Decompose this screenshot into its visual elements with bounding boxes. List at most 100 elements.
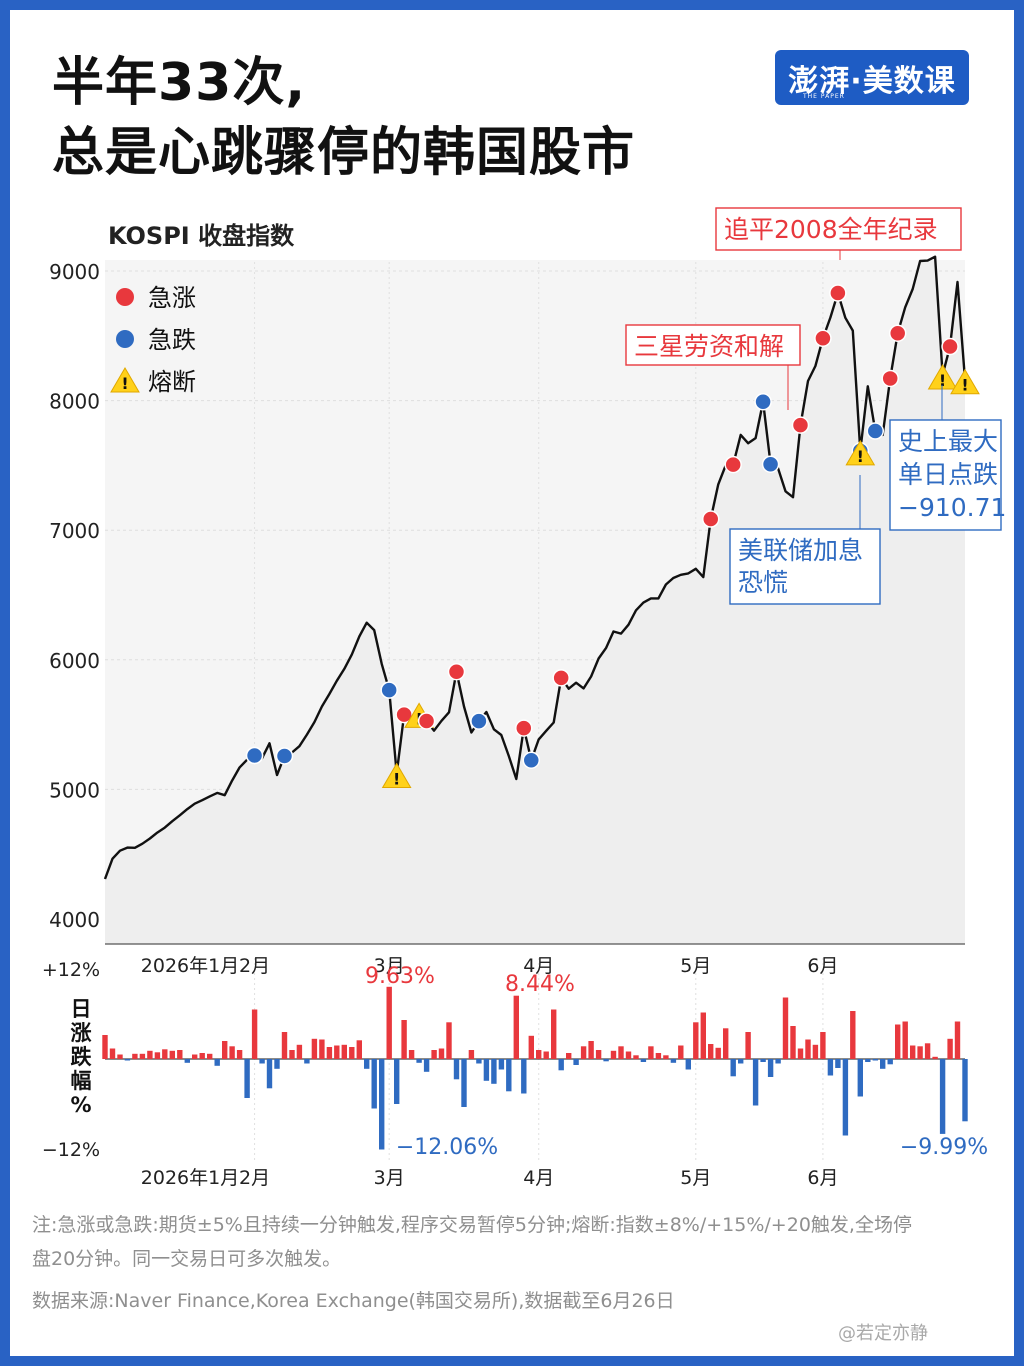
- bar-y-axis-title-char: 跌: [71, 1045, 93, 1069]
- y-tick-label: 8000: [49, 390, 100, 414]
- daily-change-bar: [573, 1059, 579, 1065]
- daily-change-bar: [498, 1059, 505, 1070]
- daily-change-bar: [723, 1028, 729, 1059]
- daily-change-bar: [827, 1059, 834, 1076]
- daily-change-bar: [835, 1059, 841, 1068]
- breaker-marker-glyph: !: [961, 376, 968, 395]
- daily-change-bar: [341, 1044, 347, 1060]
- data-source: 数据来源:Naver Finance,Korea Exchange(韩国交易所)…: [32, 1290, 675, 1312]
- daily-change-bar: [939, 1059, 946, 1134]
- annotation-record-text: 追平2008全年纪录: [724, 215, 938, 244]
- daily-change-bar: [536, 1050, 542, 1059]
- title-line-2: 总是心跳骤停的韩国股市: [52, 123, 636, 183]
- daily-change-bar: [805, 1039, 811, 1059]
- legend-label: 急涨: [148, 284, 196, 312]
- annotation-biggest-drop-text: −910.71: [898, 493, 1006, 522]
- bar-y-axis-title-char: 日: [71, 997, 92, 1021]
- daily-change-bar: [491, 1059, 497, 1084]
- daily-change-bar: [289, 1050, 295, 1059]
- legend-down-icon: [116, 330, 134, 348]
- daily-change-bar: [319, 1039, 325, 1059]
- surge-marker: [552, 669, 570, 687]
- bar-x-tick-label: 3月: [374, 1167, 405, 1189]
- surge-marker: [515, 719, 533, 737]
- daily-change-bar: [124, 1059, 131, 1061]
- daily-change-bar: [887, 1059, 893, 1065]
- daily-change-bar: [431, 1050, 437, 1059]
- y-tick-label: 9000: [49, 260, 100, 284]
- daily-change-bar: [326, 1047, 333, 1059]
- bar-y-axis-title-char: 幅: [71, 1069, 92, 1093]
- daily-change-bar: [483, 1059, 490, 1081]
- daily-change-bar: [147, 1050, 153, 1060]
- legend-breaker-icon: [110, 367, 140, 393]
- daily-change-bar: [588, 1041, 594, 1059]
- daily-change-bar: [222, 1041, 228, 1059]
- daily-change-bar: [595, 1050, 602, 1059]
- plunge-marker: [470, 712, 488, 730]
- daily-change-bar: [618, 1046, 624, 1060]
- daily-change-bar: [895, 1024, 901, 1059]
- surge-marker: [791, 416, 810, 434]
- daily-change-bar: [364, 1059, 370, 1069]
- publisher-logo: 澎湃·美数课 THE PAPER: [775, 50, 969, 105]
- daily-change-bar: [266, 1059, 273, 1089]
- daily-change-bar: [394, 1059, 400, 1104]
- surge-marker: [417, 712, 436, 730]
- bar-label-max-up: 9.63%: [365, 964, 435, 989]
- bar-label-june-drop: −9.99%: [900, 1135, 988, 1160]
- daily-change-bar: [162, 1049, 168, 1060]
- index-area: [105, 256, 965, 944]
- daily-change-bar: [580, 1046, 587, 1060]
- daily-change-bar: [236, 1050, 243, 1059]
- daily-change-bar: [214, 1059, 220, 1066]
- daily-change-bar: [640, 1059, 647, 1062]
- daily-change-bar: [865, 1059, 871, 1062]
- daily-change-bar: [229, 1046, 235, 1060]
- daily-change-bar: [850, 1011, 856, 1059]
- daily-change-bar: [842, 1059, 849, 1136]
- daily-change-bar: [334, 1045, 340, 1059]
- daily-change-bar: [715, 1047, 721, 1060]
- x-tick-label: 5月: [680, 955, 711, 977]
- daily-change-bar: [924, 1043, 931, 1060]
- daily-change-bar: [192, 1054, 198, 1059]
- daily-change-bar: [566, 1053, 572, 1059]
- annotation-biggest-drop-text: 单日点跌: [898, 460, 998, 489]
- page-title: 半年33次, 总是心跳骤停的韩国股市: [52, 48, 635, 188]
- daily-change-bar: [880, 1059, 886, 1069]
- bar-y-axis-title-char: %: [70, 1093, 91, 1117]
- daily-change-bar: [438, 1048, 445, 1059]
- breaker-marker: [927, 363, 958, 390]
- x-tick-label: 4月: [523, 955, 554, 977]
- bar-x-tick-label: 6月: [807, 1167, 838, 1189]
- annotation-biggest-drop-text: 史上最大: [898, 427, 998, 456]
- annotation-biggest-drop-box: [889, 419, 1002, 531]
- plunge-marker: [380, 681, 398, 699]
- daily-change-bar: [954, 1021, 961, 1059]
- plunge-marker: [761, 455, 780, 473]
- plunge-marker: [245, 746, 264, 765]
- daily-change-bar: [461, 1059, 467, 1107]
- daily-change-bar: [603, 1059, 609, 1062]
- y-tick-label: 7000: [49, 519, 100, 543]
- bar-x-tick-label: 4月: [523, 1167, 554, 1189]
- daily-change-bar: [184, 1059, 190, 1063]
- daily-change-bar: [670, 1059, 677, 1063]
- daily-change-bar: [177, 1050, 183, 1059]
- daily-change-bar: [386, 986, 392, 1059]
- daily-change-bar: [199, 1053, 205, 1059]
- daily-change-bar: [304, 1059, 310, 1064]
- legend-breaker-icon-glyph: !: [121, 374, 128, 393]
- daily-change-bar: [528, 1035, 534, 1060]
- daily-change-bar: [446, 1022, 452, 1060]
- daily-change-bar: [423, 1059, 430, 1072]
- daily-change-bar: [872, 1059, 878, 1061]
- daily-change-bar: [932, 1056, 938, 1060]
- daily-change-bar: [371, 1059, 377, 1109]
- daily-change-bar: [775, 1059, 781, 1064]
- daily-change-bar: [917, 1046, 923, 1060]
- daily-change-bar: [408, 1050, 415, 1059]
- daily-change-bar: [109, 1048, 116, 1059]
- daily-change-bar: [551, 1009, 557, 1059]
